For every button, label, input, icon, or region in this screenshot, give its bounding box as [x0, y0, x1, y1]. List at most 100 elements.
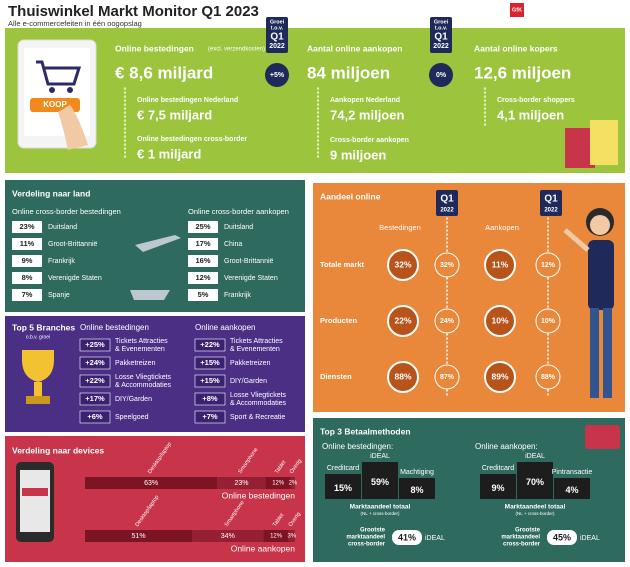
cb-method: iDEAL: [425, 535, 445, 542]
value: +25%: [85, 340, 105, 349]
method-value: 70%: [526, 477, 544, 487]
share-circle: [387, 305, 419, 337]
growth-circle: [265, 63, 289, 87]
branch: DIY/Garden: [230, 378, 267, 385]
label: Aantal online aankopen: [307, 43, 402, 53]
branch: Tickets Attracties: [230, 338, 283, 345]
button-label: KOOP: [43, 100, 67, 109]
device-bar: [192, 530, 264, 542]
value: 25%: [195, 222, 210, 231]
country: Duitsland: [48, 224, 77, 231]
trophy: [22, 350, 54, 382]
growth-circle: [429, 63, 453, 87]
method-name: iDEAL: [525, 453, 545, 460]
growth-value: 0%: [436, 72, 447, 79]
section-title: Top 3 Betaalmethoden: [320, 426, 411, 436]
device-bar: [263, 530, 289, 542]
title: Thuiswinkel Markt Monitor Q1 2023: [8, 3, 259, 20]
series-name: Online aankopen: [231, 543, 296, 553]
value-box: [188, 221, 218, 233]
ship: [130, 290, 170, 300]
section-title: Verdeling naar land: [12, 188, 90, 198]
device-bar: [288, 530, 295, 542]
value-label: 34%: [221, 533, 235, 540]
device-bar: [290, 477, 295, 489]
logo: GfK: [512, 7, 522, 13]
share-circle-2022: [434, 308, 460, 334]
method-value: 8%: [410, 485, 423, 495]
kpi-value: 9 miljoen: [330, 147, 386, 162]
country: Verenigde Staten: [224, 275, 278, 282]
country: Frankrijk: [48, 258, 75, 265]
value-box: [188, 238, 218, 250]
branch: & Evenementen: [115, 346, 165, 353]
value: 23%: [19, 222, 34, 231]
value: +15%: [200, 376, 220, 385]
label: Online bestedingen Nederland: [137, 97, 238, 104]
year-badge: [436, 190, 458, 216]
country: China: [224, 241, 242, 248]
label: Cross-border aankopen: [330, 137, 409, 144]
value-box: [79, 338, 111, 352]
branch: & Accommodaties: [115, 382, 172, 389]
value: +22%: [200, 340, 220, 349]
method-name: iDEAL: [370, 453, 390, 460]
growth-badge: [430, 17, 452, 53]
label: Online bestedingen cross-border: [137, 136, 247, 143]
method-name: Creditcard: [327, 465, 359, 472]
share-circle-2022: [434, 364, 460, 390]
figure-leg: [603, 308, 612, 398]
label: cross-border: [503, 542, 541, 548]
share-value: 24%: [440, 318, 455, 325]
section-title: Verdeling naar devices: [12, 445, 104, 455]
device-bar: [217, 477, 266, 489]
share-value: 32%: [440, 262, 455, 269]
country: Duitsland: [224, 224, 253, 231]
kpi-value: 84 miljoen: [307, 63, 390, 82]
value: 12%: [195, 273, 210, 282]
share-value: 11%: [492, 259, 509, 269]
kpi-value: 12,6 miljoen: [474, 63, 571, 82]
plane: [135, 235, 181, 252]
label: cross-border: [348, 542, 386, 548]
badge-text: 2022: [433, 43, 449, 50]
share-circle: [484, 249, 516, 281]
label: marktaandeel: [346, 535, 385, 541]
method-name: Creditcard: [482, 465, 514, 472]
value: +6%: [87, 412, 103, 421]
phone-bar: [22, 488, 48, 496]
branch: & Accommodaties: [230, 400, 287, 407]
value-box: [194, 338, 226, 352]
badge-text: t.o.v.: [435, 25, 448, 31]
share-value: 88%: [394, 371, 411, 381]
label: Online bestedingen: [80, 323, 149, 332]
country: Spanje: [48, 292, 70, 299]
cart-wheel: [49, 87, 55, 93]
label: Aantal online kopers: [474, 43, 558, 53]
badge-text: Groei: [434, 19, 449, 25]
label: (excl. verzendkosten): [208, 47, 265, 53]
value-box: [12, 272, 42, 284]
series-name: Online bestedingen: [222, 490, 296, 500]
value-label: 23%: [234, 480, 248, 487]
share-panel: [313, 183, 625, 412]
method-name: Pintransactie: [552, 469, 593, 476]
label: Grootste: [360, 528, 386, 534]
share-circle: [387, 361, 419, 393]
branch: Tickets Attracties: [115, 338, 168, 345]
cb-box: [392, 530, 422, 545]
value: 5%: [198, 290, 209, 299]
trophy-base: [26, 396, 50, 404]
kpi-value: € 1 miljard: [137, 146, 201, 161]
share-value: 32%: [394, 259, 411, 269]
value-box: [79, 374, 111, 388]
value-label: 2%: [289, 481, 298, 487]
label: marktaandeel: [501, 535, 540, 541]
value-box: [12, 238, 42, 250]
label: Marktaandeel totaal: [505, 504, 566, 511]
badge-text: 2022: [544, 208, 558, 214]
label: Aankopen Nederland: [330, 97, 400, 104]
share-value: 12%: [541, 262, 556, 269]
cart-icon: [36, 60, 82, 86]
